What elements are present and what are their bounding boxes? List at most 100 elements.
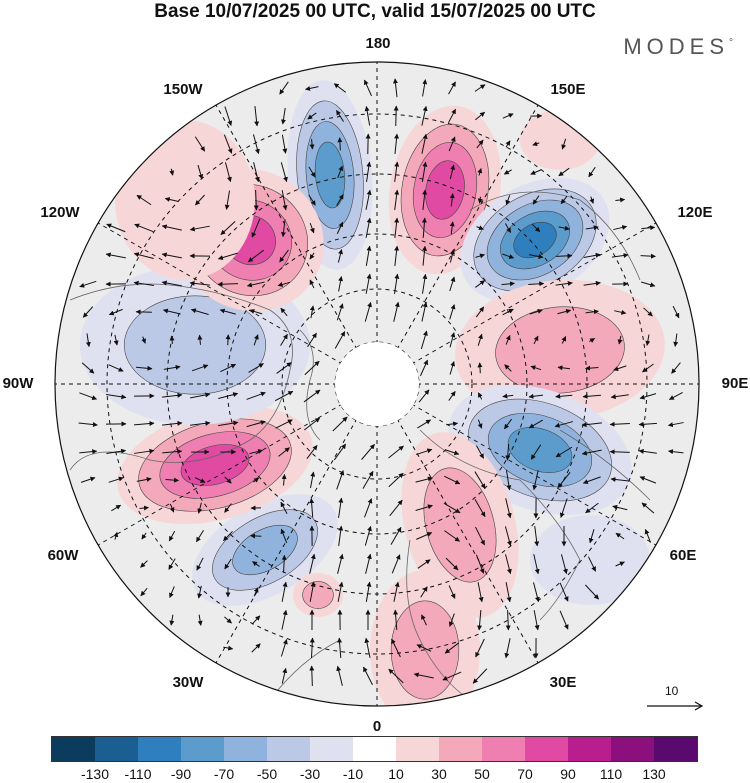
wind-vector	[140, 587, 148, 597]
wind-vector	[196, 557, 204, 571]
wind-vector	[309, 637, 315, 659]
wind-vector	[393, 609, 399, 631]
wind-vector	[189, 280, 210, 286]
wind-vector	[503, 418, 513, 430]
wind-vector	[136, 194, 152, 206]
wind-vector	[108, 364, 124, 372]
wind-vector	[220, 363, 237, 373]
wind-vector	[672, 305, 680, 319]
wind-vector	[391, 554, 401, 574]
wind-vector	[388, 472, 404, 488]
wind-vector	[394, 161, 400, 182]
coastline	[469, 191, 641, 281]
wind-vector	[668, 449, 684, 455]
wind-vector	[161, 252, 182, 259]
lon-label: 120W	[40, 204, 80, 221]
meridian	[97, 383, 378, 546]
colorbar-cell	[267, 737, 310, 761]
wind-vector	[252, 477, 260, 483]
wind-vector	[365, 581, 372, 602]
anomaly-contour	[123, 295, 267, 395]
coastline	[406, 539, 471, 701]
wind-vector	[447, 108, 457, 124]
wind-vector	[667, 422, 684, 428]
colorbar-label: 10	[388, 766, 404, 782]
pole-cap	[335, 342, 419, 426]
wind-vector	[420, 330, 428, 350]
wind-vector	[336, 109, 344, 122]
wind-vector	[251, 218, 261, 238]
wind-vector	[336, 221, 344, 234]
wind-vector	[219, 308, 236, 315]
wind-vector	[161, 280, 182, 287]
wind-vector	[251, 615, 261, 625]
wind-vector	[638, 448, 657, 454]
wind-vector	[533, 582, 540, 603]
colorbar-cell	[95, 737, 138, 761]
wind-vector	[504, 526, 512, 547]
wind-vector	[641, 502, 655, 514]
wind-vector	[449, 361, 456, 375]
wind-vector	[169, 168, 175, 176]
wind-vector	[337, 553, 344, 574]
wind-vector	[505, 554, 512, 575]
colorbar-label: 50	[474, 766, 490, 782]
wind-vector	[280, 333, 288, 346]
wind-vector	[251, 643, 261, 653]
wind-vector	[393, 105, 399, 127]
colorbar-cell	[310, 737, 353, 761]
colorbar-cell	[138, 737, 181, 761]
wind-vector	[585, 502, 599, 514]
wind-vector	[218, 392, 239, 400]
wind-vector	[505, 443, 511, 461]
parallel	[281, 288, 473, 480]
meridian	[215, 104, 378, 385]
wind-vector	[416, 448, 433, 456]
wind-vector	[393, 273, 400, 294]
wind-vector	[281, 219, 286, 238]
wind-vector	[309, 581, 316, 602]
wind-vector	[309, 553, 316, 574]
wind-vector	[393, 78, 398, 98]
wind-vector	[556, 253, 573, 259]
wind-vector	[108, 308, 123, 316]
wind-vector	[587, 556, 597, 572]
wind-vector	[365, 273, 372, 294]
wind-vector	[281, 667, 288, 684]
colorbar-label: -30	[299, 766, 321, 782]
lon-label: 150W	[163, 81, 203, 98]
wind-vector	[275, 419, 293, 429]
wind-vector	[336, 665, 343, 686]
wind-vector	[169, 503, 175, 513]
wind-vector	[81, 362, 95, 374]
wind-vector	[105, 252, 126, 259]
wind-vector	[309, 222, 315, 234]
wind-vector	[169, 614, 175, 626]
wind-vector	[309, 665, 315, 687]
wind-vector	[190, 420, 211, 426]
wind-vector	[640, 253, 656, 259]
wind-vector	[225, 334, 231, 346]
wind-vector	[443, 502, 461, 514]
wind-vector	[305, 86, 319, 91]
wind-vector	[280, 639, 288, 657]
colorbar-cell	[611, 737, 654, 761]
anomaly-contour	[314, 141, 346, 209]
wind-vector	[80, 476, 96, 483]
wind-vector	[164, 197, 179, 202]
wind-vector	[253, 334, 259, 346]
wind-vector	[421, 301, 428, 322]
meridian	[376, 383, 539, 664]
wind-vector	[502, 253, 515, 259]
wind-vector	[420, 586, 428, 598]
wind-vector	[528, 419, 544, 429]
wind-vector	[532, 141, 540, 147]
wind-vector	[79, 392, 98, 400]
wind-vector	[472, 668, 488, 684]
parallel	[166, 173, 588, 595]
reference-vector-label: 10	[665, 684, 679, 698]
meridian	[215, 383, 378, 664]
wind-vector	[364, 106, 371, 126]
wind-vector	[279, 81, 289, 95]
wind-vector	[309, 138, 315, 150]
